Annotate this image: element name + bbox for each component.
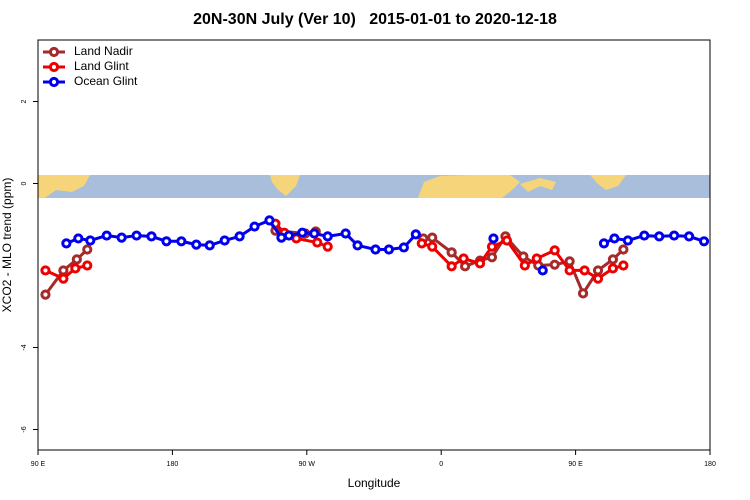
data-point	[340, 228, 351, 239]
data-point	[474, 258, 486, 269]
data-point	[618, 260, 629, 271]
data-point	[549, 245, 560, 256]
data-point	[501, 235, 513, 246]
y-tick-label: 2	[21, 99, 28, 103]
x-tick-label: 0	[439, 461, 443, 468]
y-axis-label: XCO2 - MLO trend (ppm)	[0, 178, 14, 313]
data-point	[219, 235, 230, 246]
data-point	[427, 241, 438, 252]
legend-label: Land Glint	[74, 59, 129, 73]
plot-frame	[37, 39, 711, 451]
data-point	[101, 230, 112, 241]
data-point	[73, 233, 84, 244]
x-tick-label: 90 E	[568, 461, 583, 468]
data-point	[531, 253, 542, 264]
legend-marker	[48, 76, 60, 88]
data-point	[312, 237, 323, 248]
data-point	[398, 242, 409, 253]
data-point	[654, 231, 665, 242]
data-point	[537, 265, 548, 276]
data-point	[622, 235, 633, 246]
series-line	[44, 222, 624, 281]
data-point	[40, 289, 51, 300]
data-point	[458, 253, 469, 264]
data-point	[618, 244, 629, 255]
data-point	[639, 230, 650, 241]
data-point	[70, 263, 81, 274]
data-point	[549, 259, 560, 270]
data-point	[669, 230, 680, 241]
data-point	[176, 236, 187, 247]
chart-title: 20N-30N July (Ver 10) 2015-01-01 to 2020…	[193, 11, 557, 28]
y-tick-label: -4	[21, 344, 28, 350]
data-point	[352, 240, 363, 251]
data-point	[116, 232, 127, 243]
legend-marker	[48, 46, 60, 58]
data-point	[309, 228, 320, 239]
data-point	[446, 247, 457, 258]
data-point	[264, 215, 275, 226]
y-tick-label: 0	[21, 181, 28, 185]
data-point	[519, 260, 530, 271]
data-point	[592, 273, 604, 284]
data-point	[370, 244, 381, 255]
data-point	[410, 229, 421, 240]
data-point	[486, 252, 498, 263]
x-tick-label: 90 W	[299, 461, 316, 468]
data-point	[191, 239, 202, 250]
x-tick-label: 90 E	[31, 461, 46, 468]
data-point	[82, 244, 93, 255]
data-point	[486, 241, 498, 252]
data-point	[607, 254, 619, 265]
map-strip	[38, 175, 710, 198]
data-point	[58, 265, 69, 276]
data-point	[416, 238, 427, 249]
data-point	[564, 265, 575, 276]
x-axis-label: Longitude	[348, 476, 401, 490]
data-point	[58, 273, 69, 284]
x-tick-label: 180	[704, 461, 716, 468]
data-point	[446, 261, 457, 272]
y-tick-label: -6	[21, 426, 28, 432]
data-point	[698, 236, 710, 247]
data-point	[297, 227, 308, 238]
data-point	[683, 231, 695, 242]
data-point	[61, 238, 72, 249]
data-point	[71, 254, 82, 265]
data-point	[322, 231, 333, 242]
data-point	[234, 231, 245, 242]
data-point	[249, 221, 260, 232]
data-point	[204, 240, 215, 251]
legend-label: Land Nadir	[74, 44, 133, 58]
data-point	[131, 230, 142, 241]
data-point	[459, 261, 471, 272]
data-point	[40, 265, 51, 276]
data-point	[82, 260, 93, 271]
data-point	[609, 233, 620, 244]
x-tick-label: 180	[167, 461, 179, 468]
data-point	[607, 263, 619, 274]
data-point	[427, 232, 438, 243]
data-point	[322, 241, 333, 252]
data-point	[598, 238, 610, 249]
data-point	[85, 235, 96, 246]
data-point	[283, 230, 294, 241]
data-point	[579, 265, 590, 276]
data-point	[383, 244, 395, 255]
data-point	[564, 256, 575, 267]
legend-label: Ocean Glint	[74, 74, 138, 88]
data-point	[592, 265, 604, 276]
data-point	[146, 231, 157, 242]
data-point	[577, 288, 589, 299]
data-point	[488, 233, 499, 244]
legend-marker	[48, 61, 60, 73]
data-point	[161, 236, 172, 247]
